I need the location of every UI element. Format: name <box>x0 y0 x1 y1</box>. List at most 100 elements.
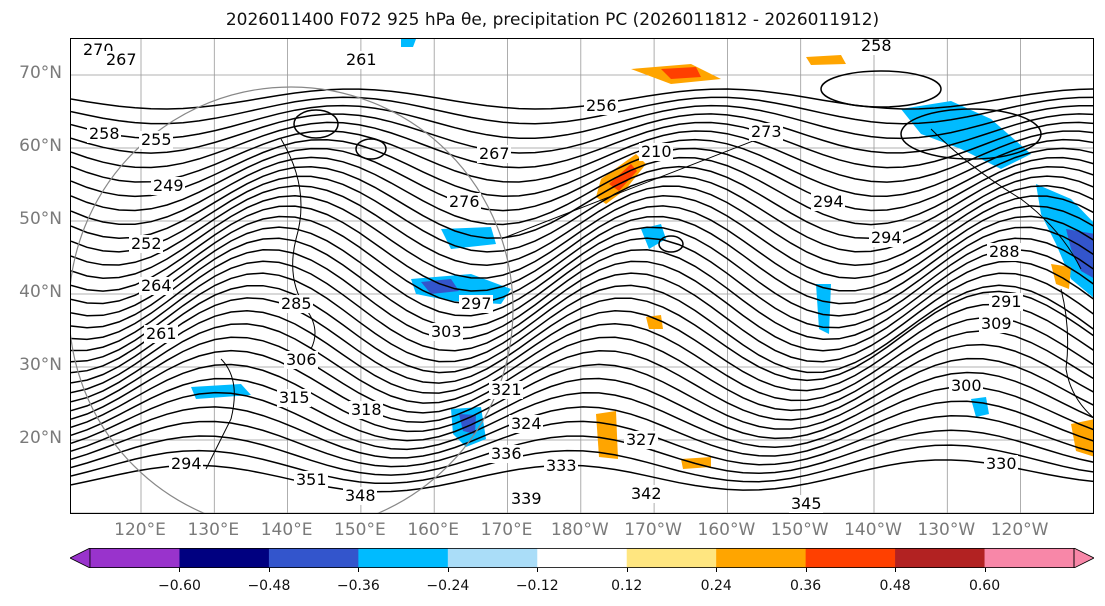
colorbar-segment <box>895 548 986 568</box>
theta-e-contour <box>71 429 1093 476</box>
contour-label-bg <box>349 401 383 419</box>
theta-e-contour <box>71 96 1093 125</box>
contour-label: 267 <box>106 50 137 69</box>
contour-label: 297 <box>461 294 492 313</box>
colorbar-tickmark <box>626 568 628 572</box>
longitude-label: 120°E <box>114 520 166 540</box>
contour-label-bg <box>459 295 493 313</box>
contour-label-bg <box>859 39 893 55</box>
map-title: 2026011400 F072 925 hPa θe, precipitatio… <box>225 10 880 30</box>
theta-e-contour <box>71 104 1093 140</box>
contour-label-bg <box>169 455 203 473</box>
contour-label-bg <box>344 51 378 69</box>
colorbar-tickmark <box>895 568 897 572</box>
latitude-label: 30°N <box>19 355 62 375</box>
latitude-label: 70°N <box>19 63 62 83</box>
contour-label: 276 <box>449 192 480 211</box>
latitude-label: 60°N <box>19 136 62 156</box>
theta-e-contour <box>71 205 1093 292</box>
contour-label: 330 <box>986 454 1017 473</box>
precip-blob-cyan <box>441 227 496 249</box>
colorbar-tick-label: 0.12 <box>611 578 643 594</box>
longitude-label: 180°W <box>550 520 609 540</box>
contour-label-bg <box>294 471 328 489</box>
contour-label: 339 <box>511 489 542 508</box>
theta-e-closed-contour <box>293 109 339 139</box>
contour-label-bg <box>151 177 185 195</box>
colorbar-tickmark <box>984 568 986 572</box>
longitude-label: 160°E <box>407 520 460 540</box>
contour-label: 327 <box>626 430 657 449</box>
contour-label: 273 <box>751 122 782 141</box>
contour-label: 249 <box>153 176 184 195</box>
contour-label: 321 <box>491 380 522 399</box>
theta-e-contour <box>71 272 1093 363</box>
theta-e-contour <box>71 444 1093 485</box>
contour-label-bg <box>749 123 783 141</box>
colorbar-tickmark <box>447 568 449 572</box>
contour-label: 294 <box>871 228 902 247</box>
theta-e-contour <box>71 290 1093 384</box>
theta-e-contour <box>71 130 1093 183</box>
contour-label: 285 <box>281 294 312 313</box>
colorbar-tickmark <box>268 568 270 572</box>
contour-label-bg <box>584 97 618 115</box>
theta-e-contour <box>71 357 1093 433</box>
map-panel: 270 267 261 258 255 258 256 273 210 267 276 285 249 2… <box>70 38 1094 514</box>
colorbar-segment <box>626 548 717 568</box>
contour-label-bg <box>624 431 658 449</box>
contour-label: 315 <box>279 388 310 407</box>
longitude-label: 150°E <box>334 520 386 540</box>
theta-e-contours <box>71 70 1093 493</box>
contour-label: 258 <box>861 39 892 55</box>
graticule <box>71 39 1093 513</box>
precip-blob-cyan <box>971 397 989 417</box>
theta-e-contour <box>71 194 1093 280</box>
contour-label: 348 <box>345 486 376 505</box>
contour-label: 291 <box>991 292 1022 311</box>
contour-label: 264 <box>141 276 172 295</box>
colorbar-tick-label: 0.60 <box>968 578 1001 594</box>
theta-e-contour <box>71 260 1093 352</box>
contour-label-bg <box>984 455 1018 473</box>
contour-label-bg <box>811 193 845 211</box>
contour-label: 309 <box>981 314 1012 333</box>
longitude-label: 130°E <box>187 520 240 540</box>
theta-e-contour <box>71 113 1093 154</box>
theta-e-contour <box>71 330 1093 414</box>
theta-e-contour <box>71 248 1093 341</box>
latitude-label: 20°N <box>19 428 62 448</box>
longitude-label: 140°W <box>844 520 902 540</box>
precip-blob-orange <box>806 55 846 65</box>
range-ring <box>71 86 514 513</box>
precip-blob-blue <box>459 414 476 434</box>
colorbar-tick-label: −0.48 <box>247 578 291 594</box>
colorbar-segment <box>90 548 180 568</box>
contour-label: 258 <box>89 124 120 143</box>
contour-label-bg <box>429 323 463 341</box>
longitude-label: 170°E <box>480 520 533 540</box>
colorbar-under-arrow <box>70 548 91 568</box>
theta-e-contour <box>71 459 1093 493</box>
contour-label-bg <box>447 193 481 211</box>
theta-e-contour <box>71 165 1093 240</box>
colorbar-segment <box>984 548 1075 568</box>
contour-label: 252 <box>131 234 162 253</box>
theta-e-contour <box>71 175 1093 253</box>
colorbar-tick-label: −0.24 <box>426 578 470 594</box>
theta-e-contour <box>71 385 1093 451</box>
contour-label: 351 <box>296 470 327 489</box>
coastlines <box>205 128 1093 470</box>
contour-label-bg <box>544 457 578 475</box>
contour-label: 256 <box>586 96 617 115</box>
longitude-label: 160°W <box>697 520 756 540</box>
contour-label: 318 <box>351 400 382 419</box>
precip-blob-cyan <box>401 39 416 47</box>
colorbar-tick-label: 0.36 <box>790 578 822 594</box>
contour-label-bg <box>989 293 1023 311</box>
contour-label-bg <box>139 131 173 149</box>
colorbar-tickmark <box>716 568 718 572</box>
theta-e-contour <box>71 215 1093 305</box>
